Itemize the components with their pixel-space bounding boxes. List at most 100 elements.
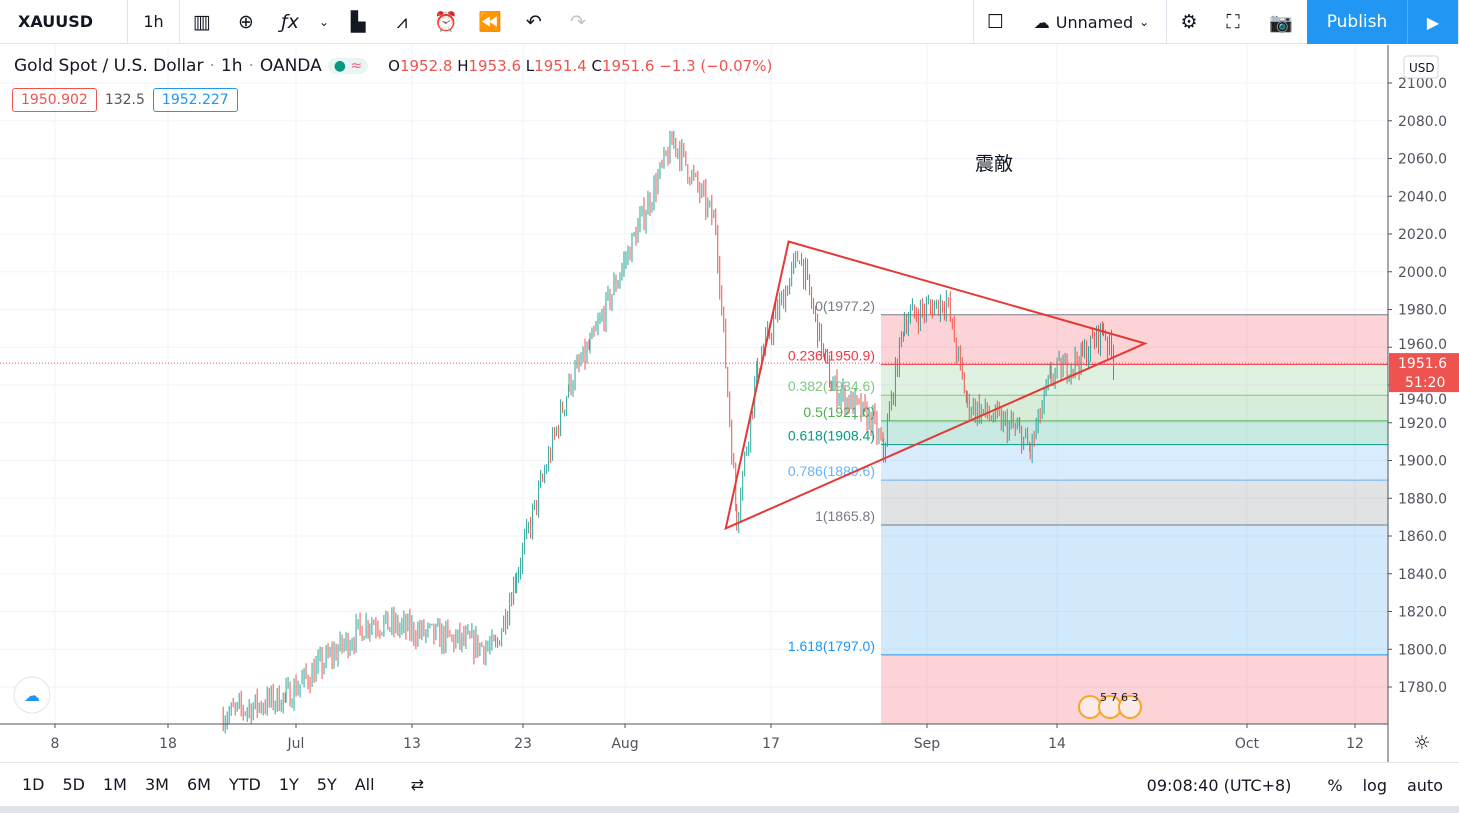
last-price-marker (1389, 353, 1459, 393)
time-tick-label: 13 (403, 736, 421, 752)
tradingview-logo-icon (13, 676, 51, 714)
compare-range-icon[interactable]: ⇄ (410, 775, 424, 794)
price-tick-label: 1980.0 (1398, 303, 1447, 319)
fib-zone (881, 364, 1388, 396)
range-1m[interactable]: 1M (103, 775, 127, 794)
chart-canvas[interactable]: 0(1977.2)0.236(1950.9)0.382(1934.6)0.5(1… (0, 45, 1459, 762)
low-label: L (525, 57, 535, 75)
range-all[interactable]: All (354, 775, 375, 794)
price-tick-label: 1960.0 (1398, 337, 1447, 353)
economic-events-badge[interactable]: 5 7 6 3 (1078, 691, 1142, 719)
footer-edge (0, 806, 1459, 813)
annotation-text: 震敵 (975, 153, 1013, 175)
publish-button[interactable]: Publish (1307, 0, 1407, 44)
price-tick-label: 1940.0 (1398, 392, 1447, 408)
open-value: 1952.8 (399, 57, 453, 75)
buy-button[interactable]: 1952.227 (152, 88, 238, 112)
price-tick-label: 2080.0 (1398, 114, 1447, 130)
replay-icon[interactable]: ⏪ (478, 11, 502, 33)
undo-icon[interactable]: ↶ (526, 10, 542, 33)
high-value: 1953.6 (468, 57, 522, 75)
range-6m[interactable]: 6M (186, 775, 211, 794)
plus-circle-icon[interactable]: ⊕ (238, 10, 254, 33)
chevron-down-icon[interactable]: ⌄ (318, 14, 330, 29)
time-tick-label: Sep (914, 736, 941, 752)
clock[interactable]: 09:08:40 (UTC+8) (1146, 775, 1292, 795)
close-value: 1951.6 (601, 57, 655, 75)
symbol-search[interactable]: XAUUSD (0, 0, 128, 44)
layout-button[interactable]: ☁ Unnamed ⌄ (1017, 0, 1167, 44)
price-tick-label: 2060.0 (1398, 152, 1447, 168)
time-tick-label: 17 (762, 736, 780, 752)
fib-zone (881, 420, 1388, 445)
range-1y[interactable]: 1Y (278, 775, 299, 794)
fib-zone (881, 444, 1388, 481)
range-buttons: 1D 5D 1M 3M 6M YTD 1Y 5Y All (0, 775, 375, 794)
cloud-icon: ☁ (1033, 12, 1050, 32)
fib-zone (881, 525, 1388, 655)
range-5y[interactable]: 5Y (316, 775, 337, 794)
price-tick-label: 1900.0 (1398, 454, 1447, 470)
price-tick-label: 1880.0 (1398, 491, 1447, 507)
play-icon[interactable]: ▶ (1407, 0, 1459, 44)
separator-dot: · (209, 56, 215, 76)
templates-icon[interactable]: ⩘ (396, 10, 408, 33)
fib-level-label: 0.618(1908.4) (788, 428, 875, 444)
fib-level-label: 0(1977.2) (815, 298, 875, 314)
us-flag-icon (1078, 695, 1102, 719)
settings-sun-icon[interactable]: ☼ (1413, 732, 1430, 754)
redo-icon[interactable]: ↷ (570, 10, 586, 33)
change-value: −1.3 (−0.07%) (659, 57, 773, 75)
time-tick-label: Aug (611, 736, 638, 752)
separator-dot: · (248, 56, 254, 76)
price-tick-label: 1920.0 (1398, 416, 1447, 432)
tradingview-logo-glyph: ☁ (24, 686, 40, 705)
countdown-label: 51:20 (1405, 375, 1445, 391)
last-price-label: 1951.6 (1398, 356, 1447, 372)
low-value: 1951.4 (534, 57, 587, 75)
range-5d[interactable]: 5D (62, 775, 86, 794)
fx-icon[interactable]: ƒx (281, 10, 299, 33)
range-3m[interactable]: 3M (144, 775, 169, 794)
sell-button[interactable]: 1950.902 (12, 88, 97, 112)
layout-name: Unnamed (1055, 12, 1134, 32)
time-tick-label: 18 (159, 736, 177, 752)
us-flag-icon (1118, 695, 1142, 719)
range-ytd[interactable]: YTD (228, 775, 261, 794)
legend-interval: 1h (220, 56, 243, 76)
time-tick-label: 12 (1346, 736, 1364, 752)
square-icon[interactable]: ☐ (973, 0, 1017, 44)
triangle-drawing (724, 240, 1148, 531)
fib-level-label: 1.618(1797.0) (788, 638, 875, 654)
log-toggle[interactable]: log (1362, 775, 1387, 795)
fib-zone (881, 395, 1388, 421)
fullscreen-icon[interactable]: ⛶ (1226, 11, 1240, 33)
price-tick-label: 2040.0 (1398, 189, 1447, 205)
gear-icon[interactable]: ⚙ (1180, 11, 1198, 33)
fib-level-label: 0.5(1921.0) (803, 404, 875, 420)
fib-level-label: 0.786(1889.6) (788, 463, 875, 479)
time-tick-label: Jul (287, 736, 305, 752)
candles-icon[interactable]: ▥ (193, 10, 211, 33)
auto-toggle[interactable]: auto (1406, 775, 1443, 795)
percent-toggle[interactable]: % (1327, 775, 1343, 795)
market-status-badge[interactable]: ● ≈ (327, 58, 369, 74)
camera-icon[interactable]: 📷 (1269, 11, 1293, 34)
time-tick-label: Oct (1235, 736, 1260, 752)
price-axis-bg (1388, 45, 1459, 762)
price-tick-label: 1800.0 (1398, 642, 1447, 658)
bid-ask-row: 1950.902 132.5 1952.227 (12, 88, 238, 112)
price-tick-label: 1860.0 (1398, 529, 1447, 545)
time-tick-label: 8 (51, 736, 60, 752)
price-tick-label: 1820.0 (1398, 605, 1447, 621)
interval-button[interactable]: 1h (128, 0, 180, 44)
fib-zone (881, 480, 1388, 526)
time-tick-label: 23 (514, 736, 532, 752)
time-tick-label: 14 (1048, 736, 1066, 752)
top-toolbar: XAUUSD 1h ▥ ⊕ ƒx ⌄ ▙ ⩘ ⏰ ⏪ ↶ ↷ ☐ ☁ Unnam… (0, 0, 1459, 44)
alert-icon[interactable]: ⏰ (434, 11, 458, 33)
range-1d[interactable]: 1D (22, 775, 45, 794)
currency-badge (1403, 55, 1439, 79)
bar-chart-icon[interactable]: ▙ (350, 10, 366, 33)
price-tick-label: 2000.0 (1398, 265, 1447, 281)
